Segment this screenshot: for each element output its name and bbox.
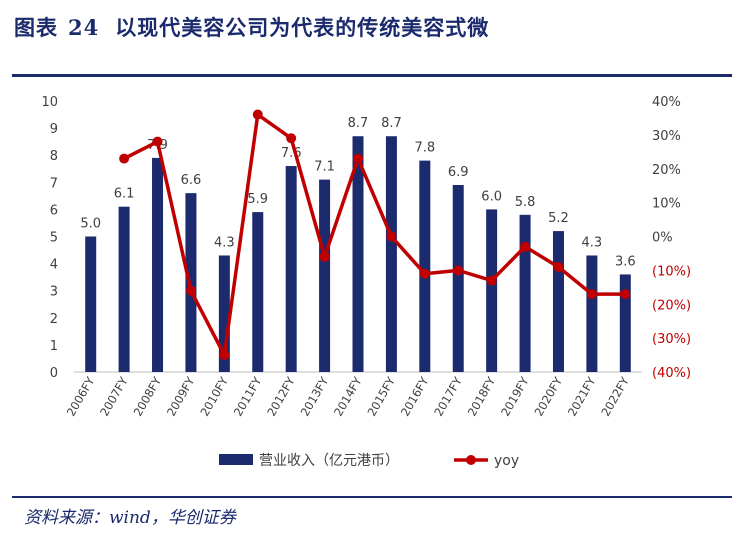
bar-value-label: 8.7 bbox=[348, 116, 369, 131]
y-right-tick-label: 10% bbox=[652, 197, 681, 212]
y-right-tick-label: 20% bbox=[652, 163, 681, 178]
bar bbox=[118, 206, 130, 372]
yoy-point bbox=[185, 285, 196, 296]
source-note: 资料来源：wind，华创证券 bbox=[24, 508, 236, 528]
bar bbox=[285, 166, 297, 372]
legend-swatch-marker bbox=[466, 455, 476, 465]
x-category-label: 2011FY bbox=[231, 374, 265, 419]
bar bbox=[352, 136, 364, 372]
bar bbox=[152, 157, 164, 372]
yoy-point bbox=[520, 241, 531, 252]
bar bbox=[519, 214, 531, 372]
x-category-label: 2009FY bbox=[164, 374, 198, 419]
bar bbox=[252, 212, 264, 372]
x-category-label: 2020FY bbox=[531, 374, 565, 419]
y-right-tick-label: (40%) bbox=[652, 366, 691, 381]
bar-value-label: 6.0 bbox=[481, 189, 502, 204]
combo-chart: 0 1 2 3 4 5 6 7 8 9 10 (40%) (30%) (20%) (10%) 0% 10% 20%… bbox=[41, 95, 691, 469]
y-left-tick-label: 5 bbox=[50, 231, 58, 246]
figure-title-text: 以现代美容公司为代表的传统美容式微 bbox=[115, 15, 490, 40]
bar-value-label: 5.9 bbox=[247, 192, 268, 207]
y-left-tick-label: 7 bbox=[50, 176, 58, 191]
bar bbox=[385, 136, 397, 372]
x-category-label: 2014FY bbox=[331, 374, 365, 419]
y-right-tick-label: (10%) bbox=[652, 264, 691, 279]
x-category-label: 2015FY bbox=[364, 374, 398, 419]
yoy-line bbox=[123, 112, 626, 357]
bar-value-label: 4.3 bbox=[582, 235, 603, 250]
bar bbox=[452, 185, 464, 372]
y-left-tick-label: 0 bbox=[50, 366, 58, 381]
bar-value-label: 4.3 bbox=[214, 235, 235, 250]
x-category-label: 2013FY bbox=[298, 374, 332, 419]
bar-value-label: 5.0 bbox=[80, 217, 101, 232]
yoy-point bbox=[419, 268, 430, 279]
bar-value-label: 6.6 bbox=[181, 173, 202, 188]
bar-value-label: 6.9 bbox=[448, 165, 469, 180]
y-left-tick-label: 10 bbox=[41, 95, 58, 110]
yoy-point bbox=[119, 153, 130, 164]
y-right-tick-label: 30% bbox=[652, 129, 681, 144]
x-category-label: 2007FY bbox=[97, 374, 131, 419]
y-left-tick-label: 9 bbox=[50, 122, 58, 137]
y-left-tick-label: 3 bbox=[50, 285, 58, 300]
y-right-tick-label: 40% bbox=[652, 95, 681, 110]
y-left-tick-label: 4 bbox=[50, 258, 58, 273]
yoy-point bbox=[353, 153, 363, 164]
yoy-point bbox=[586, 289, 597, 300]
y-left-tick-label: 6 bbox=[50, 203, 58, 218]
figure-number: 24 bbox=[68, 15, 100, 40]
bar bbox=[552, 231, 564, 372]
yoy-point bbox=[553, 261, 564, 272]
bar-value-label: 5.8 bbox=[515, 195, 536, 210]
x-category-label: 2018FY bbox=[465, 374, 499, 419]
bar bbox=[319, 179, 331, 372]
footer-rule bbox=[12, 496, 732, 498]
legend-label-line: yoy bbox=[494, 453, 519, 469]
yoy-point bbox=[319, 251, 330, 262]
legend-swatch-bar bbox=[219, 454, 253, 465]
bar bbox=[185, 193, 197, 372]
bar-value-label: 3.6 bbox=[615, 254, 636, 269]
yoy-point bbox=[152, 136, 163, 147]
x-category-label: 2021FY bbox=[565, 374, 599, 419]
figure-label: 图表 bbox=[14, 15, 58, 40]
figure-title: 图表 24 以现代美容公司为代表的传统美容式微 bbox=[14, 8, 489, 48]
x-category-label: 2017FY bbox=[431, 374, 465, 419]
y-right-tick-label: (20%) bbox=[652, 298, 691, 313]
bar-value-label: 8.7 bbox=[381, 116, 402, 131]
title-rule bbox=[12, 74, 732, 77]
yoy-point bbox=[386, 231, 397, 242]
yoy-point bbox=[219, 350, 230, 361]
bar bbox=[486, 209, 498, 372]
x-category-label: 2008FY bbox=[131, 374, 165, 419]
x-category-label: 2010FY bbox=[197, 374, 231, 419]
bar bbox=[619, 274, 631, 372]
bar bbox=[85, 236, 97, 372]
bar-value-label: 7.8 bbox=[414, 141, 435, 156]
y-right-tick-label: 0% bbox=[652, 231, 673, 246]
y-left-tick-label: 2 bbox=[50, 312, 58, 327]
bar-value-label: 5.2 bbox=[548, 211, 569, 226]
bar bbox=[586, 255, 598, 372]
x-category-label: 2012FY bbox=[264, 374, 298, 419]
y-left-tick-label: 1 bbox=[50, 339, 58, 354]
bar-value-label: 7.1 bbox=[314, 160, 335, 175]
yoy-point bbox=[486, 275, 497, 286]
bar bbox=[218, 255, 230, 372]
yoy-point bbox=[252, 109, 263, 120]
x-category-label: 2016FY bbox=[398, 374, 432, 419]
bar-value-label: 6.1 bbox=[114, 187, 135, 202]
yoy-point bbox=[286, 133, 297, 144]
yoy-point bbox=[620, 289, 631, 300]
x-category-label: 2006FY bbox=[64, 374, 98, 419]
y-left-tick-label: 8 bbox=[50, 149, 58, 164]
x-category-label: 2022FY bbox=[598, 374, 632, 419]
y-right-tick-label: (30%) bbox=[652, 332, 691, 347]
yoy-point bbox=[453, 265, 464, 276]
legend-label-bar: 营业收入（亿元港币） bbox=[259, 453, 399, 469]
x-category-label: 2019FY bbox=[498, 374, 532, 419]
bar bbox=[419, 160, 431, 372]
